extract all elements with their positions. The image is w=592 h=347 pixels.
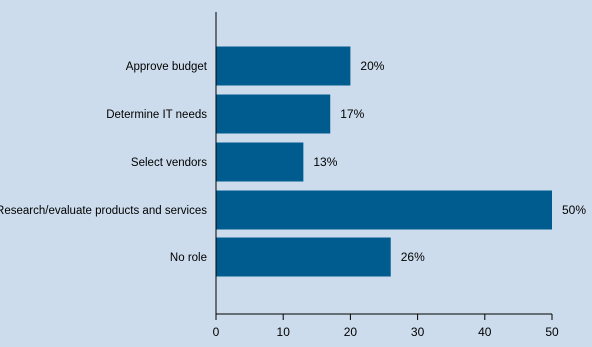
x-tick-label: 0 (213, 325, 220, 339)
bar-no-role (216, 237, 391, 277)
category-label: Select vendors (131, 157, 207, 169)
value-label: 50% (562, 203, 586, 217)
bar-select-vendors (216, 142, 304, 182)
value-labels-group: 20% 17% 13% 50% 26% (313, 59, 586, 264)
bar-determine-it-needs (216, 94, 331, 134)
value-label: 26% (401, 250, 425, 264)
x-tick-label: 40 (478, 325, 492, 339)
category-label: Determine IT needs (106, 109, 207, 121)
x-ticks-group: 0 10 20 30 40 50 (213, 314, 559, 339)
bar-approve-budget (216, 46, 351, 86)
x-tick-label: 30 (411, 325, 425, 339)
category-label: Research/evaluate products and services (0, 205, 207, 217)
value-label: 17% (340, 107, 364, 121)
category-label: Approve budget (126, 61, 208, 73)
x-tick-label: 50 (545, 325, 559, 339)
bars-group (216, 46, 552, 277)
category-labels-group: Approve budget Determine IT needs Select v… (0, 61, 208, 264)
x-tick-label: 20 (344, 325, 358, 339)
bar-research-evaluate-products-and-services (216, 190, 552, 230)
value-label: 13% (313, 155, 337, 169)
value-label: 20% (360, 59, 384, 73)
x-tick-label: 10 (277, 325, 291, 339)
category-label: No role (170, 252, 207, 264)
